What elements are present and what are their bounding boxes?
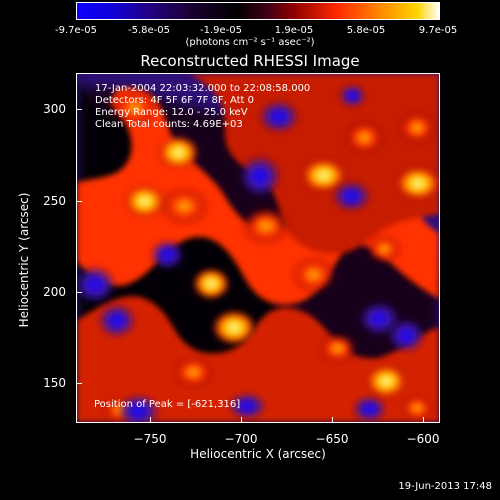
colorbar-tick-label: -9.7e-05 — [55, 25, 97, 36]
colorbar-tick-label: 5.8e-05 — [346, 25, 386, 36]
y-axis-tick-mark — [76, 383, 82, 384]
y-axis-tick-label: 300 — [43, 102, 66, 116]
image-info-block: 17-Jan-2004 22:03:32.000 to 22:08:58.000… — [95, 84, 310, 132]
y-axis-label: Heliocentric Y (arcsec) — [17, 192, 31, 328]
y-axis-tick-label: 250 — [43, 194, 66, 208]
colorbar-tick-label: -1.9e-05 — [200, 25, 242, 36]
detectors-label: Detectors: 4F 5F 6F 7F 8F, Att 0 — [95, 95, 255, 106]
colorbar-units: (photons cm⁻² s⁻¹ asec⁻²) — [185, 37, 315, 48]
time-range-label: 17-Jan-2004 22:03:32.000 to 22:08:58.000 — [95, 83, 311, 94]
y-axis-tick-mark — [76, 292, 82, 293]
rhessi-image-art — [77, 74, 439, 422]
x-axis-tick-label: −650 — [315, 432, 349, 446]
peak-position-label: Position of Peak = [-621,316] — [94, 399, 241, 410]
y-axis-tick-mark — [76, 109, 82, 110]
x-axis-tick-mark — [241, 417, 242, 423]
energy-range-label: Energy Range: 12.0 - 25.0 keV — [95, 107, 248, 118]
plot-title: Reconstructed RHESSI Image — [140, 52, 360, 70]
rhessi-image-plot — [76, 73, 440, 423]
x-axis-tick-mark — [332, 417, 333, 423]
colorbar-tick-label: -5.8e-05 — [128, 25, 170, 36]
x-axis-tick-label: −600 — [406, 432, 440, 446]
colorbar-scale — [76, 2, 440, 20]
x-axis-label: Heliocentric X (arcsec) — [190, 447, 326, 461]
y-axis-tick-label: 150 — [43, 376, 66, 390]
generation-timestamp: 19-Jun-2013 17:48 — [398, 481, 492, 492]
x-axis-tick-label: −750 — [133, 432, 167, 446]
colorbar-tick-label: 9.7e-05 — [418, 25, 458, 36]
x-axis-tick-label: −700 — [224, 432, 258, 446]
y-axis-tick-mark — [76, 201, 82, 202]
x-axis-tick-mark — [423, 417, 424, 423]
x-axis-tick-mark — [150, 417, 151, 423]
clean-total-counts-label: Clean Total counts: 4.69E+03 — [95, 119, 243, 130]
colorbar-tick-label: 1.9e-05 — [274, 25, 314, 36]
y-axis-tick-label: 200 — [43, 285, 66, 299]
